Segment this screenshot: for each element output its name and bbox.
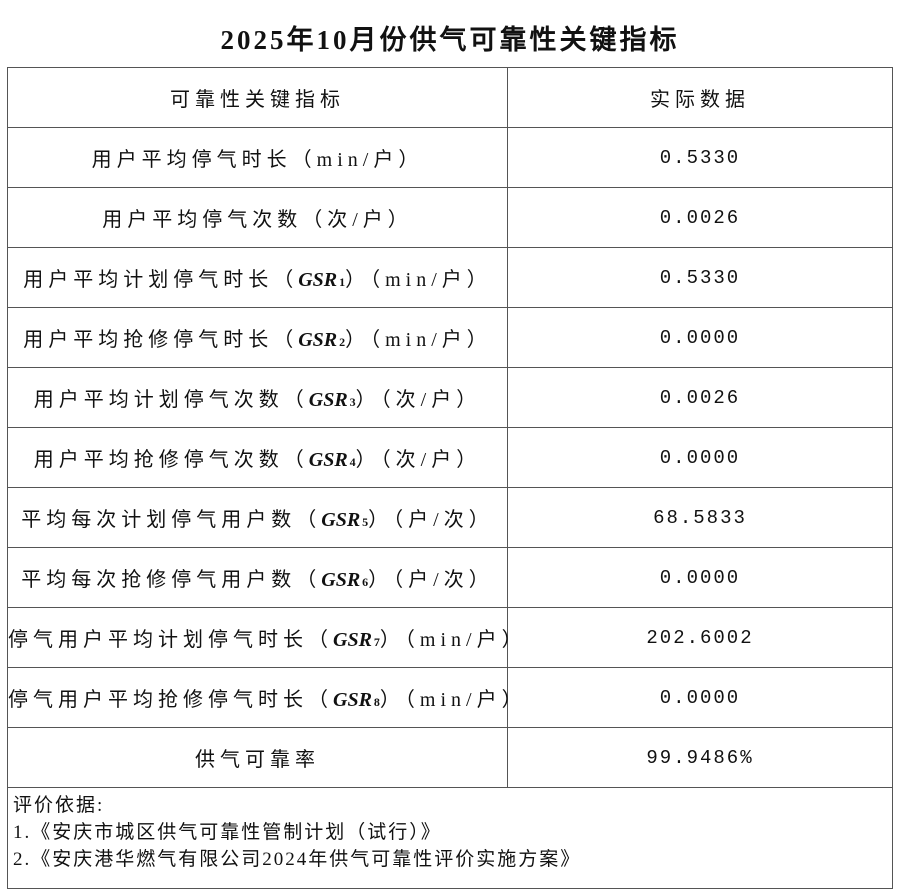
table-row: 停气用户平均计划停气时长（GSR 7）（min/户） 202.6002 [7,607,893,668]
indicator-name: 平均每次抢修停气用户数（GSR 6）（户/次） [7,547,508,608]
indicator-name: 供气可靠率 [7,727,508,788]
indicator-code-index: 8 [373,695,380,709]
indicator-code-index: 6 [362,575,369,589]
indicator-code: GSR [321,509,361,531]
page-title: 2025年10月份供气可靠性关键指标 [220,25,680,55]
indicator-value: 0.0000 [507,427,893,488]
indicator-name: 用户平均停气时长（min/户） [7,127,508,188]
indicator-unit: ）（次/户） [355,449,482,471]
basis-item: 2.《安庆港华燃气有限公司2024年供气可靠性评价实施方案》 [13,849,582,870]
indicator-value: 0.5330 [507,127,893,188]
indicator-value: 0.0026 [507,187,893,248]
reliability-table: 可靠性关键指标 实际数据 用户平均停气时长（min/户） 0.5330 用户平均停气… [7,67,893,889]
indicator-label: 平均每次抢修停气用户数（ [21,569,322,591]
indicator-code: GSR [298,329,338,351]
table-row: 用户平均抢修停气时长（GSR 2）（min/户） 0.0000 [7,307,893,368]
indicator-code: GSR [321,569,361,591]
indicator-value: 0.0026 [507,367,893,428]
table-row: 用户平均停气时长（min/户） 0.5330 [7,127,893,188]
indicator-code: GSR [308,449,348,471]
indicator-value: 202.6002 [507,607,893,668]
header-value: 实际数据 [507,67,893,128]
indicator-code-index: 2 [339,335,346,349]
indicator-label: 用户平均计划停气时长（ [23,269,299,291]
basis-item: 1.《安庆市城区供气可靠性管制计划（试行）》 [13,822,442,843]
indicator-label: 用户平均停气次数（次/户） [102,209,413,231]
table-row: 用户平均抢修停气次数（GSR 4）（次/户） 0.0000 [7,427,893,488]
indicator-name: 用户平均停气次数（次/户） [7,187,508,248]
indicator-code: GSR [298,269,338,291]
indicator-label: 用户平均抢修停气次数（ [33,449,309,471]
indicator-unit: ）（min/户） [379,689,527,711]
indicator-name: 用户平均抢修停气次数（GSR 4）（次/户） [7,427,508,488]
indicator-value: 68.5833 [507,487,893,548]
indicator-label: 用户平均抢修停气时长（ [23,329,299,351]
indicator-label: 停气用户平均计划停气时长（ [8,629,333,651]
indicator-unit: ）（次/户） [355,389,482,411]
indicator-code-index: 3 [349,395,356,409]
table-row: 用户平均计划停气次数（GSR 3）（次/户） 0.0026 [7,367,893,428]
indicator-label: 平均每次计划停气用户数（ [21,509,322,531]
evaluation-basis: 评价依据: 1.《安庆市城区供气可靠性管制计划（试行）》 2.《安庆港华燃气有限公司… [7,787,893,889]
indicator-unit: ）（min/户） [345,329,492,351]
header-indicator: 可靠性关键指标 [7,67,508,128]
indicator-label: 用户平均计划停气次数（ [33,389,309,411]
indicator-label: 停气用户平均抢修停气时长（ [8,689,333,711]
indicator-code-index: 1 [339,275,346,289]
indicator-name: 用户平均计划停气次数（GSR 3）（次/户） [7,367,508,428]
indicator-name: 停气用户平均计划停气时长（GSR 7）（min/户） [7,607,522,668]
indicator-label: 供气可靠率 [195,749,320,771]
indicator-value: 0.5330 [507,247,893,308]
table-row: 供气可靠率 99.9486% [7,727,893,788]
indicator-name: 用户平均计划停气时长（GSR 1）（min/户） [7,247,508,308]
table-header-row: 可靠性关键指标 实际数据 [7,67,893,128]
indicator-name: 平均每次计划停气用户数（GSR 5）（户/次） [7,487,508,548]
table-row: 停气用户平均抢修停气时长（GSR 8）（min/户） 0.0000 [7,667,893,728]
indicator-unit: ）（户/次） [368,569,494,591]
basis-heading: 评价依据: [13,795,105,816]
indicator-name: 停气用户平均抢修停气时长（GSR 8）（min/户） [7,667,522,728]
indicator-code: GSR [333,689,372,711]
footer-row: 评价依据: 1.《安庆市城区供气可靠性管制计划（试行）》 2.《安庆港华燃气有限公司… [7,787,893,889]
table-row: 平均每次抢修停气用户数（GSR 6）（户/次） 0.0000 [7,547,893,608]
table-row: 平均每次计划停气用户数（GSR 5）（户/次） 68.5833 [7,487,893,548]
indicator-unit: ）（min/户） [345,269,492,291]
table-row: 用户平均计划停气时长（GSR 1）（min/户） 0.5330 [7,247,893,308]
indicator-value: 0.0000 [507,307,893,368]
indicator-value: 99.9486% [507,727,893,788]
indicator-code: GSR [308,389,348,411]
indicator-code-index: 4 [349,455,356,469]
indicator-code: GSR [333,629,372,651]
indicator-unit: ）（户/次） [368,509,494,531]
indicator-value: 0.0000 [507,547,893,608]
indicator-name: 用户平均抢修停气时长（GSR 2）（min/户） [7,307,508,368]
indicator-unit: ）（min/户） [379,629,527,651]
indicator-value: 0.0000 [507,667,893,728]
indicator-label: 用户平均停气时长（min/户） [91,149,424,171]
table-row: 用户平均停气次数（次/户） 0.0026 [7,187,893,248]
indicator-code-index: 7 [373,635,380,649]
indicator-code-index: 5 [362,515,369,529]
